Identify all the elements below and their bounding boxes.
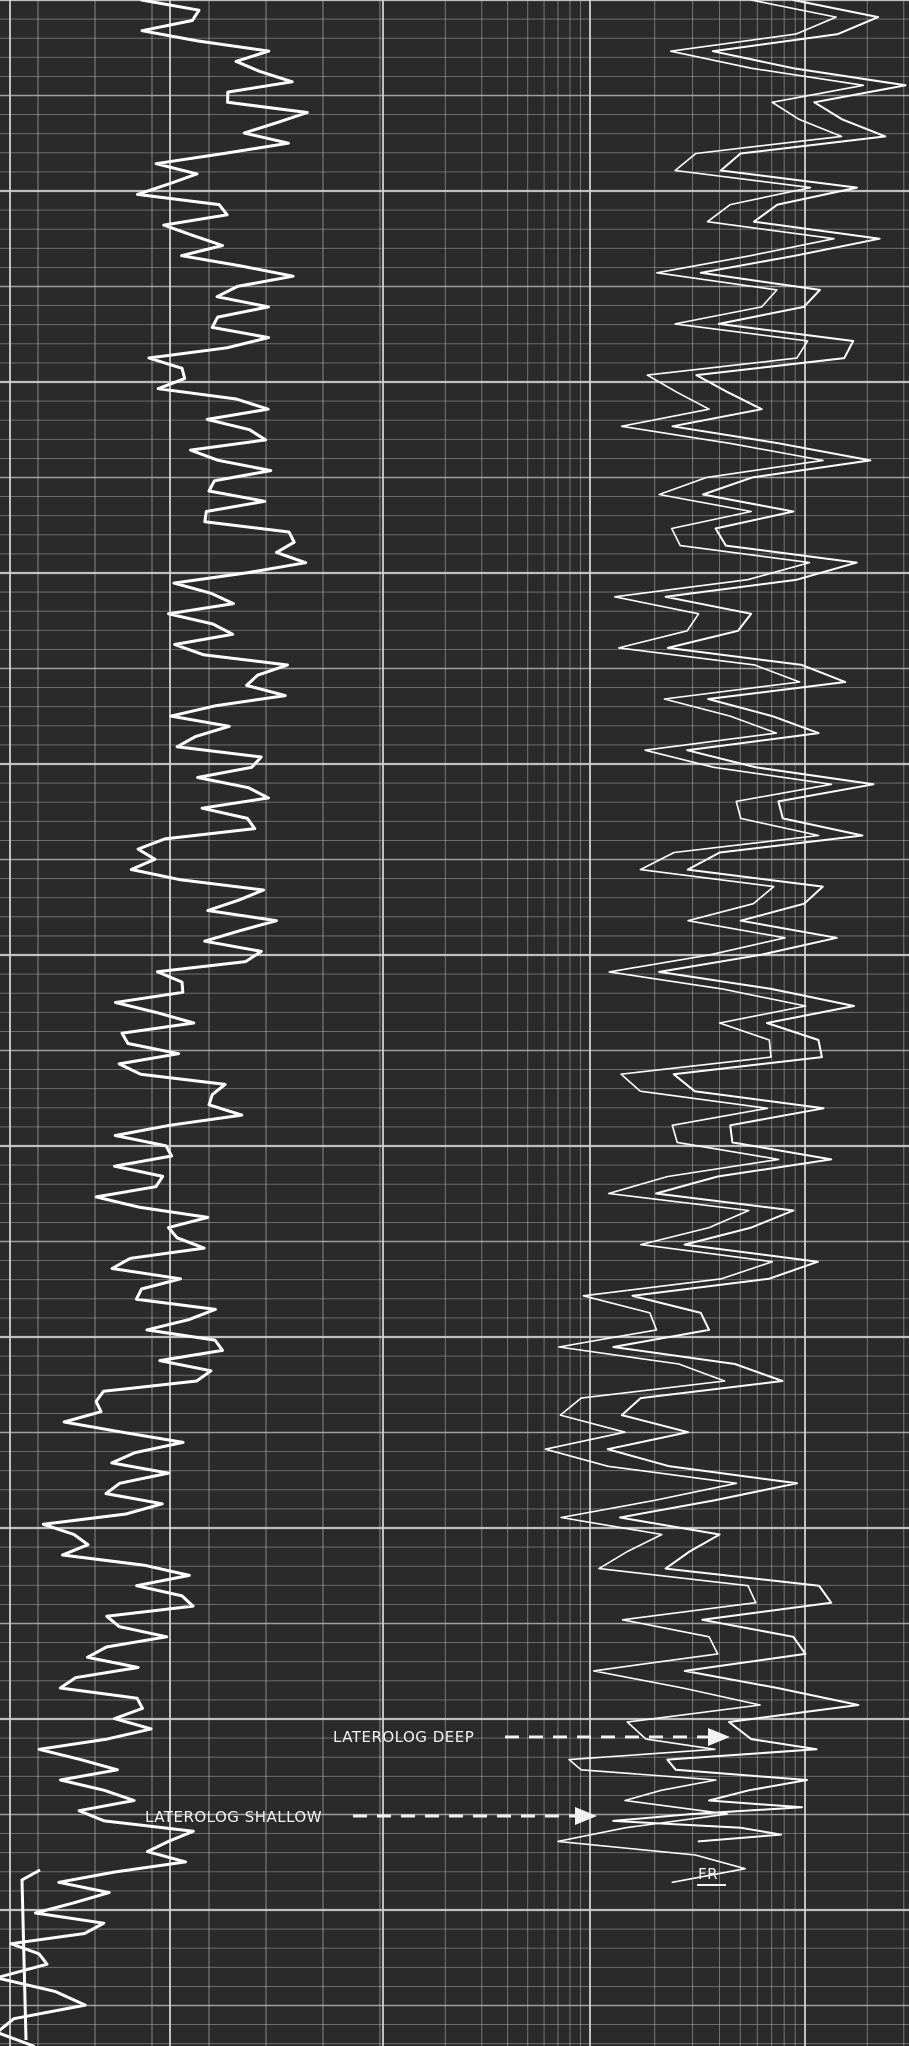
laterolog-deep-label: LATEROLOG DEEP xyxy=(333,1728,474,1746)
baseline-trace xyxy=(20,1868,41,2041)
laterolog-deep-arrowhead xyxy=(708,1728,730,1746)
fr-annotation: FR xyxy=(697,1865,726,1886)
laterolog-deep-line xyxy=(606,0,907,1843)
laterolog-shallow-line xyxy=(544,0,865,1884)
laterolog-deep-annotation: LATEROLOG DEEP xyxy=(333,1728,730,1746)
laterolog-shallow-arrowhead xyxy=(575,1807,597,1825)
laterolog-shallow-label: LATEROLOG SHALLOW xyxy=(145,1808,322,1826)
laterolog-shallow-annotation: LATEROLOG SHALLOW xyxy=(145,1807,597,1826)
fr-label: FR xyxy=(698,1865,718,1883)
left-track-curve-line xyxy=(0,0,309,2046)
